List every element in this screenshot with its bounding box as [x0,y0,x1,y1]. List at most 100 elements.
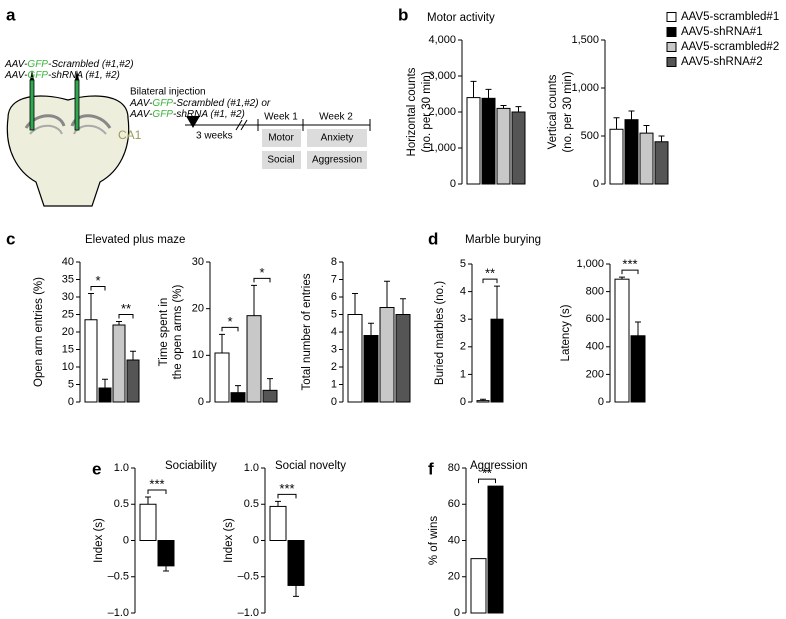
significance-label: ** [121,301,131,316]
construct-part: -Scrambled (#1,#2) [48,59,134,70]
interval-label: 3 weeks [196,131,233,142]
panel-label: a [6,5,16,24]
construct-part: -shRNA (#1, #2) [48,70,120,81]
legend-swatch [666,27,677,37]
error-bar [658,135,665,142]
bar [481,97,496,185]
y-axis-label: Time spent in [158,298,170,367]
y-tick-label: –1.0 [238,607,259,619]
construct-part: GFP [152,98,173,109]
error-bar [368,322,374,336]
y-tick-label: 6 [331,291,337,303]
legend-label: AAV5-shRNA#2 [681,56,763,68]
bar [246,315,262,403]
significance-bracket [221,326,239,332]
bar [157,540,175,567]
test-box [262,129,301,147]
chart-title: Motor activity [427,12,495,24]
significance-label: * [95,273,100,288]
injection-marker [186,116,200,128]
bar [395,314,411,403]
bar [269,505,287,541]
significance-bracket [277,493,297,499]
construct-part: AAV- [4,70,28,81]
test-label: Social [267,155,294,166]
significance-bracket [621,269,639,275]
y-tick-label: 0 [198,396,204,408]
significance-bracket [90,286,106,291]
y-tick-label: 8 [331,256,337,268]
error-bar [485,88,492,99]
y-tick-label: 0.5 [114,498,129,510]
week-label: Week 1 [264,112,298,123]
construct-part: GFP [27,70,48,81]
y-tick-label: 1.0 [114,462,129,474]
diagram: CA1 Bilateral injection 3 weeks Week 1 W… [6,70,371,207]
error-bar [145,496,151,505]
bar [614,278,630,403]
hippocampus [24,114,112,129]
significance-label: * [259,265,264,280]
y-tick-label: 400 [586,341,604,353]
bar [262,389,278,403]
y-tick-label: 20 [192,303,204,315]
error-bar [130,350,136,360]
error-bar [613,117,620,130]
bar [126,359,140,403]
y-axis-label: Index (s) [223,518,235,563]
y-tick-label: 20 [62,326,74,338]
error-bar [275,500,281,507]
test-label: Motor [268,133,294,144]
construct-part: AAV- [129,109,153,120]
significance-bracket [478,478,496,484]
error-bar [635,321,641,336]
y-tick-label: 2 [331,361,337,373]
y-tick-label: 60 [448,498,460,510]
y-tick-label: 80 [448,462,460,474]
error-bar [628,110,635,120]
test-label: Anxiety [321,133,354,144]
panel-label: f [428,459,434,478]
error-bar [515,106,522,112]
y-axis-label: Latency (s) [560,304,572,361]
y-tick-label: –1.0 [108,607,129,619]
y-tick-label: 3,000 [428,70,456,82]
y-tick-label: 20 [448,571,460,583]
y-tick-label: 200 [586,368,604,380]
injection-title: Bilateral injection [130,87,206,98]
y-tick-label: 0.5 [244,498,259,510]
significance-label: * [227,314,232,329]
y-tick-label: 10 [62,361,74,373]
test-label: Aggression [312,155,362,166]
chart-title: Social novelty [275,460,346,472]
chart-title: Marble burying [465,234,541,246]
significance-label: *** [279,481,294,496]
test-box [262,151,301,169]
error-bar [480,398,486,401]
y-tick-label: 40 [62,256,74,268]
y-tick-label: 5 [331,308,337,320]
construct-part: -Scrambled (#1,#2) or [173,98,271,109]
brain-section [6,95,130,207]
bar [379,307,395,403]
construct-part: AAV- [4,59,28,70]
error-bar [619,276,625,280]
construct-label: AAV-GFP-Scrambled (#1,#2) or [129,98,271,109]
significance-label: ** [485,266,495,281]
bar [490,318,504,403]
y-axis-label: Buried marbles (no.) [434,281,446,385]
error-bar [88,293,94,320]
significance-bracket [482,278,498,284]
bar [230,392,246,403]
error-bar [251,284,257,316]
y-tick-label: 40 [448,534,460,546]
bar [654,141,669,185]
legend-swatch [666,12,677,22]
y-tick-label: 3 [460,313,466,325]
y-tick-label: 10 [192,349,204,361]
timeline-tick [257,119,371,131]
panel-label: d [428,229,438,248]
bar [511,111,526,185]
region-label: CA1 [118,128,142,142]
y-tick-label: 35 [62,273,74,285]
